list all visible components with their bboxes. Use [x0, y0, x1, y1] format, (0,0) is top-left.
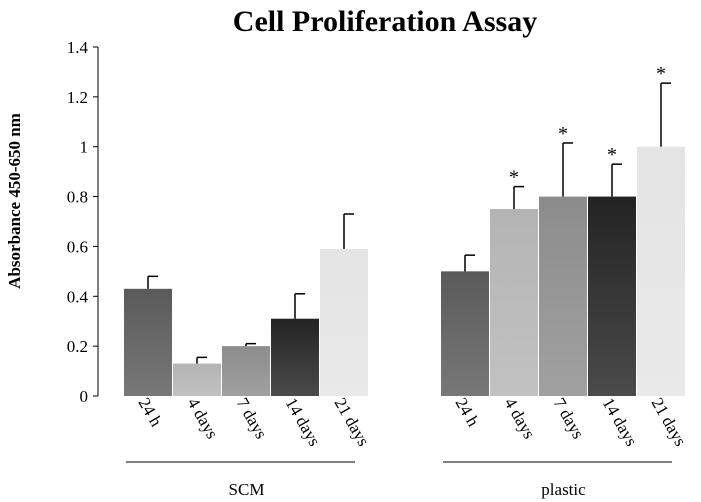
- x-tick-label-SCM-1: 4 days: [184, 395, 222, 443]
- bars-layer: * * * *: [124, 63, 685, 396]
- x-tick-label-SCM-3: 14 days: [282, 395, 325, 450]
- significance-marker-plastic-3: *: [607, 144, 617, 166]
- y-tick-label-7: 1.4: [67, 38, 89, 57]
- x-tick-label-plastic-1: 4 days: [501, 395, 539, 443]
- bar-plastic-1: [490, 209, 538, 396]
- y-tick-label-1: 0.2: [67, 337, 88, 356]
- x-tick-label-plastic-4: 21 days: [648, 395, 691, 450]
- group-labels: SCM plastic: [126, 461, 672, 499]
- bar-plastic-2: [539, 196, 587, 396]
- y-tick-label-5: 1: [80, 138, 89, 157]
- x-tick-label-SCM-0: 24 h: [135, 395, 167, 431]
- bar-SCM-0: [124, 288, 172, 396]
- x-tick-label-plastic-0: 24 h: [452, 395, 484, 431]
- significance-marker-plastic-2: *: [558, 123, 568, 145]
- bar-SCM-4: [320, 248, 368, 396]
- x-tick-label-SCM-2: 7 days: [233, 395, 271, 443]
- x-tick-label-plastic-3: 14 days: [599, 395, 642, 450]
- bar-SCM-2: [222, 346, 270, 396]
- y-axis: 0 0.2 0.4 0.6 0.8 1 1.2 1.4: [67, 38, 99, 406]
- y-tick-label-0: 0: [80, 387, 89, 406]
- bar-plastic-0: [441, 271, 489, 396]
- y-tick-label-6: 1.2: [67, 88, 88, 107]
- bar-SCM-3: [271, 318, 319, 396]
- group-label-plastic: plastic: [541, 480, 586, 499]
- bar-plastic-4: [637, 146, 685, 396]
- y-tick-label-4: 0.8: [67, 188, 88, 207]
- y-axis-label: Absorbance 450-650 nm: [5, 113, 24, 289]
- significance-marker-plastic-1: *: [509, 167, 519, 189]
- chart-title: Cell Proliferation Assay: [233, 5, 537, 38]
- significance-marker-plastic-4: *: [656, 63, 666, 85]
- bar-SCM-1: [173, 363, 221, 396]
- group-label-SCM: SCM: [229, 480, 265, 499]
- x-tick-label-SCM-4: 21 days: [331, 395, 374, 450]
- bar-plastic-3: [588, 196, 636, 396]
- x-tick-label-plastic-2: 7 days: [550, 395, 588, 443]
- y-tick-label-2: 0.4: [67, 287, 89, 306]
- y-tick-label-3: 0.6: [67, 237, 88, 256]
